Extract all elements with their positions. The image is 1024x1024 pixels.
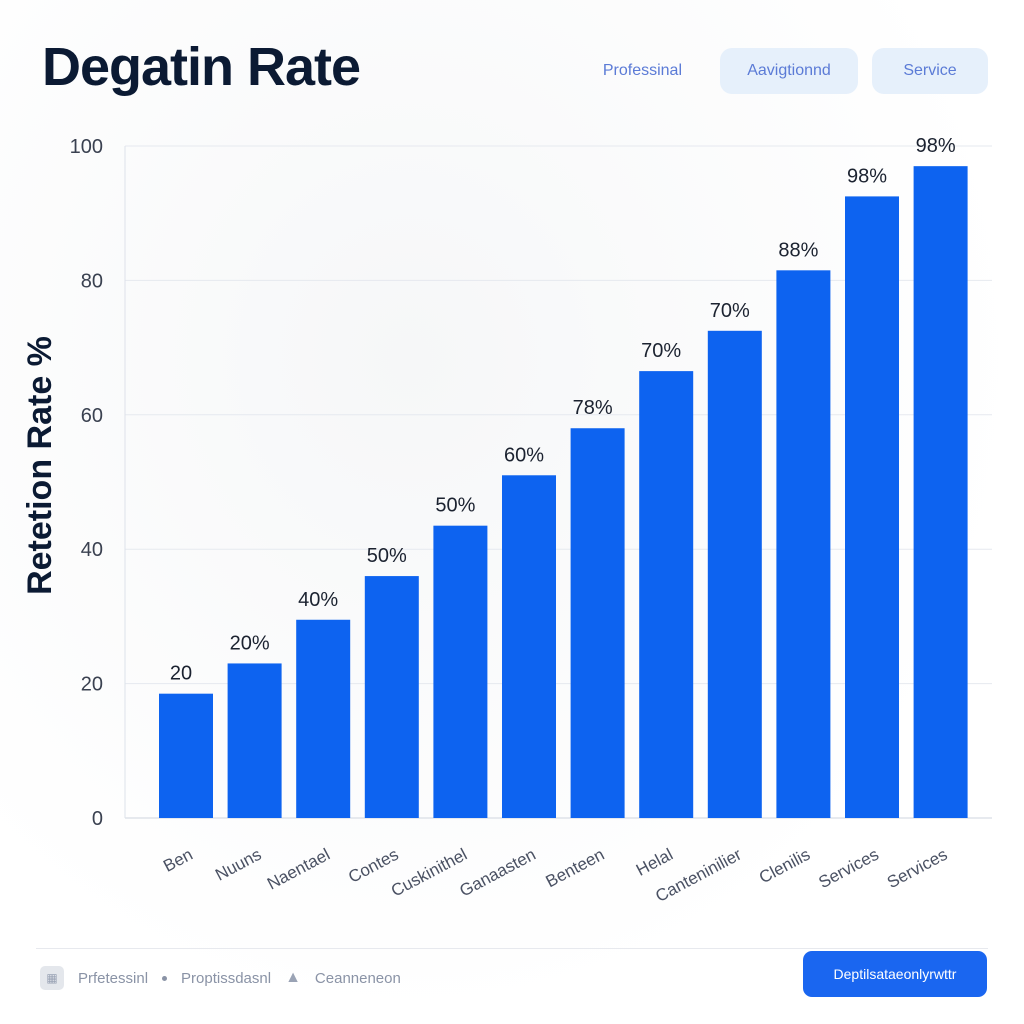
data-label: 50% (435, 495, 475, 517)
data-label: 78% (573, 397, 613, 419)
triangle-icon: ▲ (285, 969, 301, 986)
legend-label-2: Proptissdasnl (181, 969, 272, 987)
bar (433, 525, 488, 818)
filter-chip-professional[interactable]: Professinal (579, 48, 706, 94)
data-label: 20 (170, 663, 192, 685)
bar (913, 166, 968, 818)
legend-label-1: Prfetessinl (78, 969, 149, 987)
filter-chip-service[interactable]: Service (872, 48, 988, 94)
x-tick-label: Ganaasten (457, 845, 539, 901)
x-tick-label: Clenilis (756, 845, 813, 888)
bar (364, 576, 419, 818)
x-tick-label: Ben (160, 845, 196, 876)
y-tick-label: 80 (81, 270, 103, 292)
y-tick-label: 40 (81, 539, 103, 561)
data-label: 70% (710, 300, 750, 322)
bar (227, 663, 282, 818)
bar (296, 619, 351, 818)
bar (502, 475, 556, 818)
bar (776, 270, 831, 818)
x-tick-label: Cuskinithel (388, 845, 470, 901)
filter-chip-aavigtionnd[interactable]: Aavigtionnd (720, 48, 858, 94)
x-tick-label: Benteen (543, 845, 608, 892)
bar (845, 196, 899, 818)
data-label: 50% (367, 545, 407, 567)
filter-bar: Professinal Aavigtionnd Service (579, 48, 988, 94)
bar (639, 371, 694, 818)
data-label: 60% (504, 444, 544, 466)
y-tick-label: 100 (70, 136, 103, 158)
bar (570, 428, 625, 818)
data-label: 70% (641, 340, 681, 362)
chart-title: Degatin Rate (42, 37, 361, 97)
x-tick-label: Naentael (264, 845, 333, 894)
x-tick-label: Nuuns (212, 845, 264, 885)
y-tick-label: 20 (81, 674, 103, 696)
footer-legend: ▦ Prfetessinl Proptissdasnl ▲ Ceanneneon (40, 966, 401, 990)
x-tick-label: Helal (633, 845, 676, 880)
details-button[interactable]: Deptilsataeonlyrwttr (803, 951, 987, 997)
data-label: 98% (916, 135, 956, 157)
grid-icon: ▦ (40, 966, 64, 990)
legend-label-3: Ceanneneon (314, 969, 401, 987)
data-label: 88% (778, 239, 818, 261)
x-tick-label: Services (884, 845, 950, 892)
data-label: 20% (230, 632, 270, 654)
data-label: 98% (847, 165, 887, 187)
footer-divider (36, 948, 988, 949)
y-tick-label: 60 (81, 405, 103, 427)
bar (159, 693, 213, 818)
x-tick-label: Services (815, 845, 881, 892)
bar (707, 330, 762, 818)
y-tick-label: 0 (92, 808, 103, 830)
dot-icon (162, 975, 168, 981)
data-label: 40% (298, 589, 338, 611)
